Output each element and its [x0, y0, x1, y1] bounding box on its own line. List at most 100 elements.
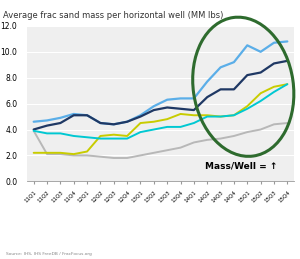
- Appalachia: [286, 40, 289, 43]
- Permian: [99, 134, 102, 138]
- Bakken: [219, 137, 222, 140]
- US Land Avg.: [112, 137, 116, 140]
- Eagle Ford: [85, 114, 89, 117]
- Permian: [245, 105, 249, 108]
- Bakken: [32, 129, 35, 132]
- US Land Avg.: [85, 136, 89, 139]
- Appalachia: [139, 114, 142, 117]
- US Land Avg.: [259, 99, 262, 103]
- Permian: [286, 83, 289, 86]
- US Land Avg.: [232, 114, 236, 117]
- Line: Bakken: Bakken: [34, 123, 287, 158]
- Bakken: [245, 131, 249, 134]
- Eagle Ford: [99, 121, 102, 125]
- Eagle Ford: [179, 107, 182, 110]
- Text: Source: IHS, IHS FreeDB / FracFocus.org: Source: IHS, IHS FreeDB / FracFocus.org: [6, 253, 92, 256]
- Appalachia: [165, 98, 169, 101]
- Eagle Ford: [286, 59, 289, 62]
- Line: Eagle Ford: Eagle Ford: [34, 61, 287, 130]
- Eagle Ford: [206, 96, 209, 99]
- Bakken: [165, 149, 169, 152]
- Bakken: [179, 146, 182, 149]
- Permian: [152, 120, 156, 123]
- Bakken: [45, 153, 49, 156]
- Eagle Ford: [152, 109, 156, 112]
- Appalachia: [72, 112, 76, 116]
- Appalachia: [45, 119, 49, 122]
- US Land Avg.: [192, 121, 196, 125]
- Appalachia: [112, 123, 116, 126]
- US Land Avg.: [219, 115, 222, 118]
- Permian: [179, 112, 182, 116]
- Permian: [165, 118, 169, 121]
- Text: Average frac sand mass per horizontal well (MM lbs): Average frac sand mass per horizontal we…: [3, 11, 224, 20]
- US Land Avg.: [45, 132, 49, 135]
- Permian: [72, 153, 76, 156]
- Appalachia: [58, 116, 62, 119]
- Eagle Ford: [245, 74, 249, 77]
- Bakken: [125, 156, 129, 160]
- Permian: [139, 121, 142, 125]
- Appalachia: [272, 41, 276, 44]
- Appalachia: [179, 97, 182, 100]
- Permian: [85, 150, 89, 153]
- Line: Appalachia: Appalachia: [34, 41, 287, 124]
- Bakken: [112, 156, 116, 160]
- US Land Avg.: [58, 132, 62, 135]
- Bakken: [72, 154, 76, 157]
- Eagle Ford: [232, 88, 236, 91]
- Permian: [32, 151, 35, 154]
- US Land Avg.: [206, 115, 209, 118]
- Bakken: [139, 154, 142, 157]
- Eagle Ford: [192, 109, 196, 112]
- Bakken: [58, 153, 62, 156]
- Eagle Ford: [32, 128, 35, 131]
- Permian: [232, 114, 236, 117]
- Line: US Land Avg.: US Land Avg.: [34, 84, 287, 139]
- Permian: [272, 85, 276, 88]
- Permian: [112, 133, 116, 136]
- US Land Avg.: [152, 128, 156, 131]
- US Land Avg.: [99, 137, 102, 140]
- Bakken: [272, 123, 276, 126]
- Permian: [192, 114, 196, 117]
- Appalachia: [245, 44, 249, 47]
- Bakken: [99, 155, 102, 158]
- US Land Avg.: [245, 107, 249, 110]
- Eagle Ford: [58, 121, 62, 125]
- Appalachia: [152, 105, 156, 108]
- Eagle Ford: [259, 71, 262, 74]
- Bakken: [192, 141, 196, 144]
- Eagle Ford: [139, 115, 142, 118]
- Appalachia: [232, 61, 236, 64]
- Appalachia: [32, 120, 35, 123]
- US Land Avg.: [165, 125, 169, 128]
- Bakken: [259, 128, 262, 131]
- Permian: [259, 92, 262, 95]
- US Land Avg.: [32, 129, 35, 132]
- US Land Avg.: [286, 83, 289, 86]
- Line: Permian: Permian: [34, 84, 287, 154]
- Bakken: [286, 121, 289, 125]
- Eagle Ford: [45, 124, 49, 127]
- US Land Avg.: [125, 137, 129, 140]
- Bakken: [85, 154, 89, 157]
- Appalachia: [85, 114, 89, 117]
- Appalachia: [206, 80, 209, 83]
- Permian: [206, 114, 209, 117]
- Eagle Ford: [125, 120, 129, 123]
- Permian: [58, 151, 62, 154]
- Bakken: [152, 151, 156, 154]
- Eagle Ford: [272, 62, 276, 65]
- Appalachia: [99, 121, 102, 125]
- Appalachia: [125, 120, 129, 123]
- US Land Avg.: [179, 125, 182, 128]
- Permian: [125, 134, 129, 138]
- Permian: [219, 115, 222, 118]
- US Land Avg.: [72, 134, 76, 138]
- US Land Avg.: [272, 90, 276, 93]
- US Land Avg.: [139, 131, 142, 134]
- Appalachia: [219, 66, 222, 69]
- Eagle Ford: [165, 106, 169, 109]
- Bakken: [206, 138, 209, 141]
